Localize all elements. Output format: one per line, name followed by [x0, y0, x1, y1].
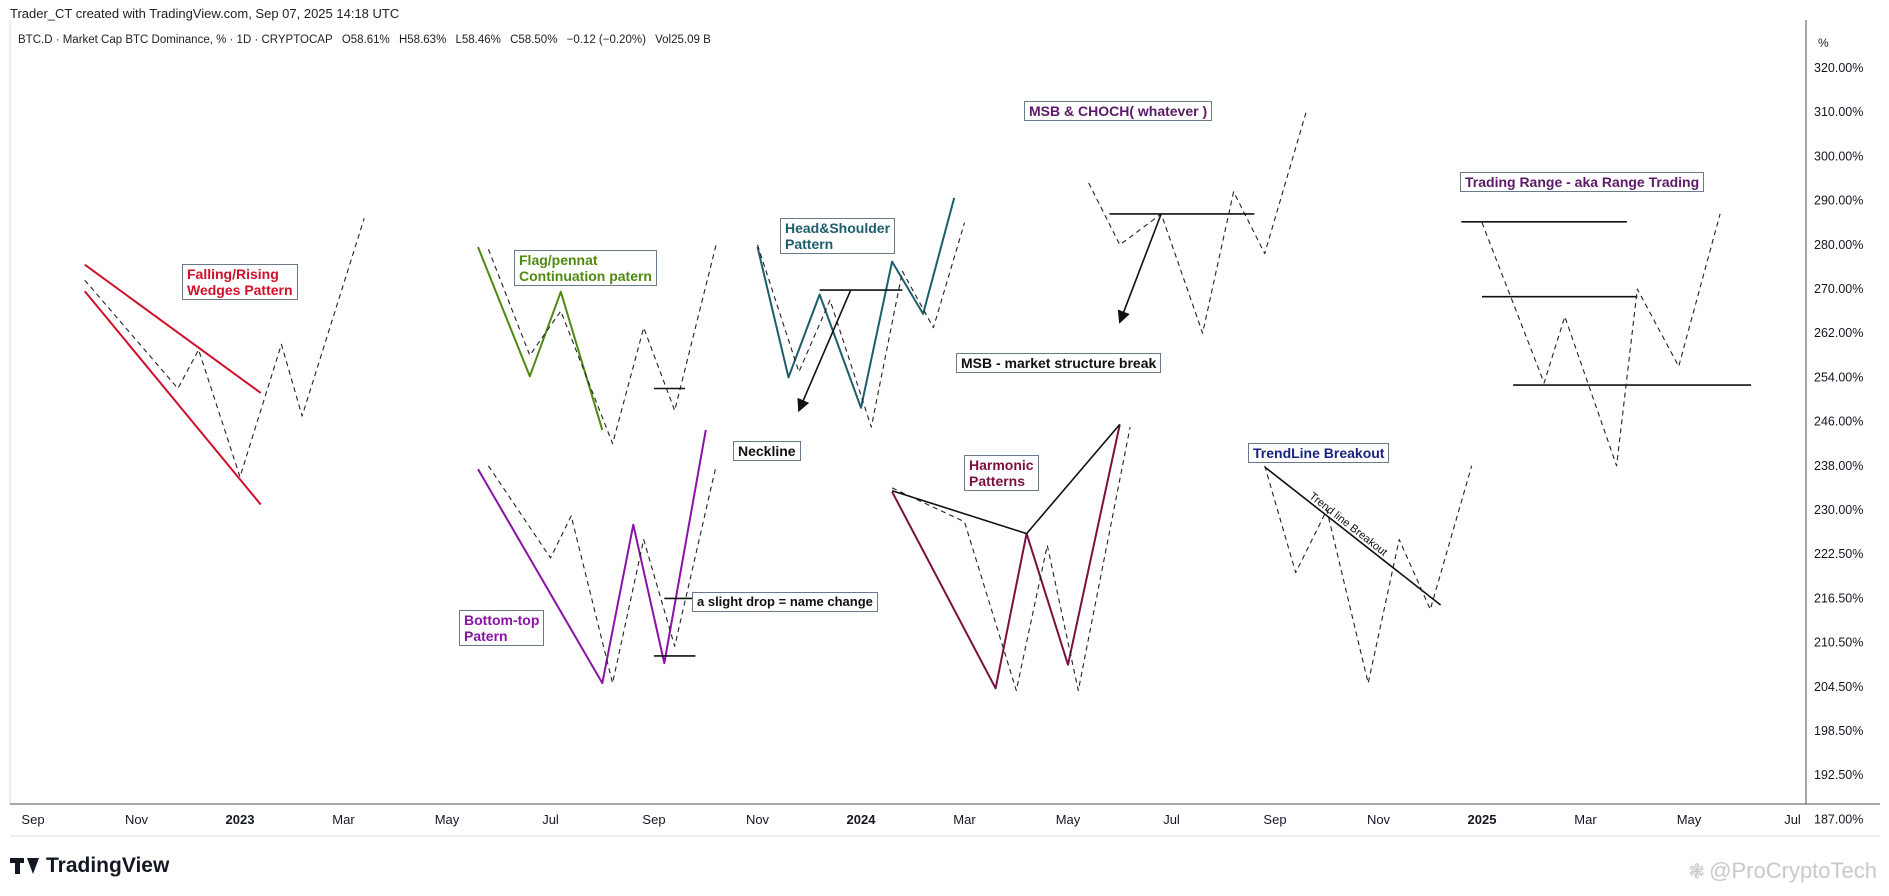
- y-tick-label: 204.50%: [1814, 680, 1863, 694]
- pattern-line-black: [1117, 213, 1162, 324]
- x-tick-label: 2023: [226, 812, 255, 827]
- ohlc-low: L58.46%: [455, 34, 501, 46]
- y-tick-label: 216.50%: [1814, 591, 1863, 605]
- x-tick-label: Jul: [1784, 812, 1801, 827]
- tradingview-logo: TradingView: [10, 854, 169, 878]
- x-tick-label: May: [1056, 812, 1081, 827]
- price-path-dashed: [1481, 213, 1721, 467]
- pattern-line-purple: [477, 429, 707, 685]
- y-tick-label: 290.00%: [1814, 194, 1863, 208]
- price-path-dashed: [756, 222, 966, 428]
- y-tick-label: 320.00%: [1814, 61, 1863, 75]
- y-tick-label: 270.00%: [1814, 282, 1863, 296]
- x-tick-label: 2024: [847, 812, 877, 827]
- y-tick-label: 310.00%: [1814, 105, 1863, 119]
- y-tick-label: 230.00%: [1814, 503, 1863, 517]
- y-tick-label: 192.50%: [1814, 768, 1863, 782]
- chart-credit: Trader_CT created with TradingView.com, …: [10, 6, 400, 21]
- annotation-bottom-top[interactable]: Bottom-top Patern: [459, 610, 545, 646]
- watermark-text: @ProCryptoTech: [1709, 858, 1877, 883]
- y-tick-label: 238.00%: [1814, 459, 1863, 473]
- tick-labels: 320.00% 310.00% 300.00% 290.00% 280.00% 270.0…: [21, 61, 1863, 827]
- x-tick-label: Nov: [746, 812, 770, 827]
- annotation-trading-range[interactable]: Trading Range - aka Range Trading: [1460, 172, 1705, 192]
- ohlc-high: H58.63%: [398, 34, 447, 46]
- x-tick-label: Jul: [542, 812, 559, 827]
- pattern-line-green: [477, 246, 604, 431]
- annotation-wedges[interactable]: Falling/Rising Wedges Pattern: [182, 264, 298, 300]
- watermark: ❃ @ProCryptoTech: [1688, 858, 1877, 884]
- pattern-line-red: [84, 290, 262, 506]
- y-tick-label: 280.00%: [1814, 238, 1863, 252]
- y-tick-label: 246.00%: [1814, 415, 1863, 429]
- y-tick-label: 198.50%: [1814, 724, 1863, 738]
- pattern-line-teal: [756, 197, 956, 409]
- watermark-icon: ❃: [1688, 861, 1706, 883]
- y-tick-label: 254.00%: [1814, 370, 1863, 384]
- price-axis-unit: %: [1818, 36, 1829, 50]
- pattern-line-black: [797, 289, 852, 413]
- x-tick-label: Nov: [1367, 812, 1391, 827]
- y-tick-label: 300.00%: [1814, 149, 1863, 163]
- annotation-neckline[interactable]: Neckline: [733, 441, 801, 461]
- price-path-dashed: [1088, 112, 1307, 334]
- drawings-layer: Trend line Breakout: [84, 112, 1752, 692]
- price-path-dashed: [891, 426, 1131, 692]
- price-path-dashed: [1264, 465, 1473, 684]
- annotation-flag[interactable]: Flag/pennat Continuation patern: [514, 250, 657, 286]
- ohlc-close: C58.50%: [510, 34, 558, 46]
- axes: [9, 20, 1880, 837]
- price-change: −0.12 (−0.20%): [566, 34, 646, 46]
- pattern-line-black: [1264, 466, 1442, 606]
- y-tick-label: 210.50%: [1814, 636, 1863, 650]
- x-tick-label: Sep: [642, 812, 665, 827]
- y-tick-label: 222.50%: [1814, 547, 1863, 561]
- x-tick-label: Mar: [953, 812, 976, 827]
- ohlc-open: O58.61%: [341, 34, 390, 46]
- brand-name: TradingView: [46, 854, 170, 877]
- price-path-dashed: [487, 244, 717, 445]
- symbol-name: BTC.D · Market Cap BTC Dominance, % · 1D…: [18, 34, 333, 46]
- tradingview-icon: [10, 856, 40, 876]
- y-tick-label: 187.00%: [1814, 812, 1863, 826]
- pattern-line-black: [891, 423, 1121, 535]
- annotation-head-shoulder[interactable]: Head&Shoulder Pattern: [780, 218, 896, 254]
- x-tick-label: May: [1677, 812, 1702, 827]
- x-tick-label: Sep: [1263, 812, 1286, 827]
- price-path-dashed: [487, 465, 717, 684]
- price-path-dashed: [84, 218, 365, 478]
- annotation-msb[interactable]: MSB - market structure break: [956, 353, 1162, 373]
- x-tick-label: 2025: [1468, 812, 1497, 827]
- annotation-slight-drop[interactable]: a slight drop = name change: [692, 592, 878, 612]
- annotation-msb-choch[interactable]: MSB & CHOCH( whatever ): [1024, 101, 1213, 121]
- pattern-line-red: [84, 263, 262, 394]
- volume-value: Vol25.09 B: [655, 34, 711, 46]
- x-tick-label: Mar: [1574, 812, 1597, 827]
- y-tick-label: 262.00%: [1814, 326, 1863, 340]
- x-tick-label: May: [435, 812, 460, 827]
- annotation-harmonic[interactable]: Harmonic Patterns: [964, 455, 1039, 491]
- annotation-trendline-breakout[interactable]: TrendLine Breakout: [1248, 443, 1390, 463]
- x-tick-label: Mar: [332, 812, 355, 827]
- x-tick-label: Jul: [1163, 812, 1180, 827]
- symbol-legend[interactable]: BTC.D · Market Cap BTC Dominance, % · 1D…: [18, 34, 717, 46]
- x-tick-label: Sep: [21, 812, 44, 827]
- x-tick-label: Nov: [125, 812, 149, 827]
